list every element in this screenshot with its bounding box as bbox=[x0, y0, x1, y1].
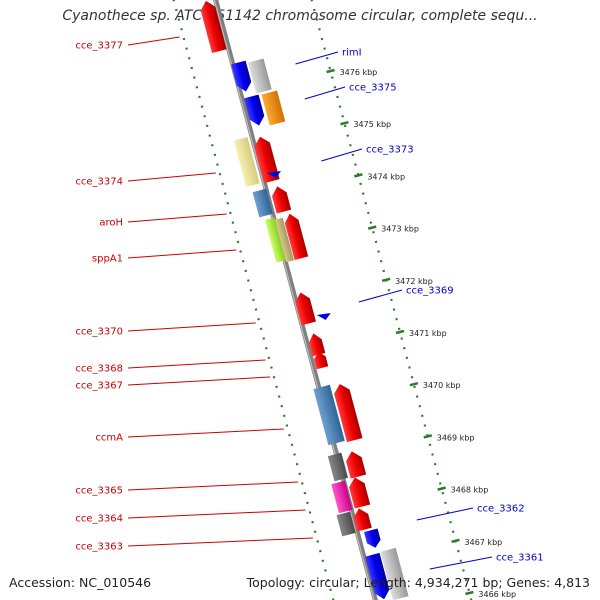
gene-feature[interactable] bbox=[332, 382, 363, 443]
gene-label-left[interactable]: ccmA bbox=[95, 433, 123, 444]
backbone-highlight bbox=[213, 0, 375, 600]
leader-line bbox=[127, 428, 284, 438]
map-title: Cyanothece sp. ATCC 51142 chromosome cir… bbox=[62, 8, 538, 24]
kbp-tick bbox=[381, 277, 391, 283]
kbp-tick bbox=[423, 434, 433, 439]
gene-feature[interactable] bbox=[231, 60, 253, 94]
leader-line bbox=[321, 148, 363, 162]
gene-label-left[interactable]: cce_3367 bbox=[75, 381, 123, 392]
kbp-tick bbox=[451, 538, 460, 544]
kbp-tick bbox=[409, 381, 419, 387]
leader-line bbox=[127, 376, 271, 386]
kbp-tick-label: 3475 kbp bbox=[353, 120, 391, 129]
gene-feature[interactable] bbox=[233, 137, 260, 187]
gene-label-left[interactable]: cce_3368 bbox=[75, 364, 123, 375]
gene-label-right[interactable]: cce_3369 bbox=[406, 286, 454, 297]
leader-line bbox=[127, 537, 313, 547]
gene-label-left[interactable]: cce_3377 bbox=[75, 41, 123, 52]
kbp-tick-label: 3466 kbp bbox=[478, 590, 516, 599]
left-gene-labels: cce_3377 cce_3374 aroH sppA1 cce_3370 cce_336… bbox=[75, 36, 313, 553]
gene-feature[interactable] bbox=[199, 0, 227, 54]
gene-feature[interactable] bbox=[283, 212, 309, 261]
gene-feature[interactable] bbox=[327, 452, 349, 482]
leader-line bbox=[127, 322, 256, 332]
gene-feature[interactable] bbox=[248, 58, 272, 94]
gene-label-left[interactable]: cce_3364 bbox=[75, 514, 123, 525]
kbp-tick-label: 3472 kbp bbox=[395, 277, 433, 286]
kbp-tick-label: 3473 kbp bbox=[381, 225, 419, 234]
right-gene-labels: rimI cce_3375 cce_3373 cce_3369 cce_3362 cce_… bbox=[295, 48, 544, 570]
gene-feature[interactable] bbox=[307, 332, 326, 357]
gene-feature[interactable] bbox=[365, 552, 391, 600]
gene-feature[interactable] bbox=[265, 217, 286, 263]
leader-line bbox=[127, 36, 180, 46]
leader-line bbox=[127, 509, 306, 519]
gene-feature[interactable] bbox=[293, 291, 316, 326]
gene-feature[interactable] bbox=[352, 506, 372, 532]
gene-feature[interactable] bbox=[313, 384, 345, 446]
genome-summary-text: Topology: circular; Length: 4,934,271 bp… bbox=[246, 575, 590, 590]
kbp-tick bbox=[437, 486, 446, 491]
leader-line bbox=[358, 289, 403, 303]
gene-features bbox=[199, 0, 409, 600]
kbp-tick bbox=[367, 225, 377, 230]
guide-lines bbox=[172, 0, 473, 600]
leader-line bbox=[127, 481, 299, 491]
kbp-tick-label: 3471 kbp bbox=[409, 329, 447, 338]
leader-line bbox=[304, 86, 346, 100]
kbp-tick-label: 3470 kbp bbox=[423, 381, 461, 390]
leader-line bbox=[295, 51, 339, 65]
gene-label-right[interactable]: cce_3373 bbox=[366, 145, 414, 156]
feature-marker[interactable] bbox=[316, 313, 331, 320]
gene-label-right[interactable]: cce_3361 bbox=[496, 553, 544, 564]
gene-feature[interactable] bbox=[274, 217, 295, 263]
gene-feature[interactable] bbox=[347, 475, 371, 509]
gene-label-left[interactable]: cce_3370 bbox=[75, 327, 123, 338]
feature-marker[interactable] bbox=[266, 171, 281, 178]
gene-feature[interactable] bbox=[270, 185, 292, 214]
left-guide-line bbox=[172, 0, 335, 600]
kbp-tick-marks: 3476 kbp 3475 kbp 3474 kbp 3473 kbp 3472 kbp… bbox=[326, 68, 516, 599]
gene-feature[interactable] bbox=[344, 449, 367, 479]
leader-line bbox=[127, 249, 237, 259]
kbp-tick bbox=[340, 120, 349, 126]
leader-line bbox=[127, 172, 216, 182]
gene-feature[interactable] bbox=[252, 188, 273, 218]
gene-feature[interactable] bbox=[380, 547, 409, 600]
kbp-tick-label: 3476 kbp bbox=[340, 68, 378, 77]
gene-label-right[interactable]: cce_3375 bbox=[349, 83, 397, 94]
gene-label-left[interactable]: sppA1 bbox=[92, 254, 123, 265]
gene-feature[interactable] bbox=[364, 528, 382, 550]
kbp-tick-label: 3467 kbp bbox=[465, 538, 503, 547]
accession-text: Accession: NC_010546 bbox=[9, 575, 152, 590]
leader-line bbox=[416, 507, 474, 521]
gene-label-right[interactable]: cce_3362 bbox=[477, 504, 525, 515]
gene-feature[interactable] bbox=[261, 90, 286, 126]
kbp-tick bbox=[354, 173, 363, 178]
gene-label-left[interactable]: cce_3365 bbox=[75, 486, 123, 497]
gene-label-left[interactable]: cce_3363 bbox=[75, 542, 123, 553]
gene-feature[interactable] bbox=[244, 94, 266, 128]
kbp-tick bbox=[326, 68, 335, 74]
gene-feature[interactable] bbox=[313, 351, 329, 370]
gene-label-left[interactable]: aroH bbox=[99, 218, 123, 229]
gene-label-left[interactable]: cce_3374 bbox=[75, 177, 123, 188]
gene-feature[interactable] bbox=[336, 511, 356, 537]
gene-feature[interactable] bbox=[252, 135, 280, 184]
kbp-tick bbox=[465, 590, 474, 596]
kbp-tick-label: 3468 kbp bbox=[451, 486, 489, 495]
leader-line bbox=[127, 213, 227, 223]
leader-line bbox=[127, 359, 266, 369]
kbp-tick bbox=[395, 329, 405, 335]
gene-feature[interactable] bbox=[331, 480, 353, 514]
kbp-tick-label: 3474 kbp bbox=[367, 172, 405, 181]
kbp-tick-label: 3469 kbp bbox=[437, 433, 475, 442]
gene-label-right[interactable]: rimI bbox=[342, 48, 362, 59]
leader-line bbox=[429, 556, 493, 570]
